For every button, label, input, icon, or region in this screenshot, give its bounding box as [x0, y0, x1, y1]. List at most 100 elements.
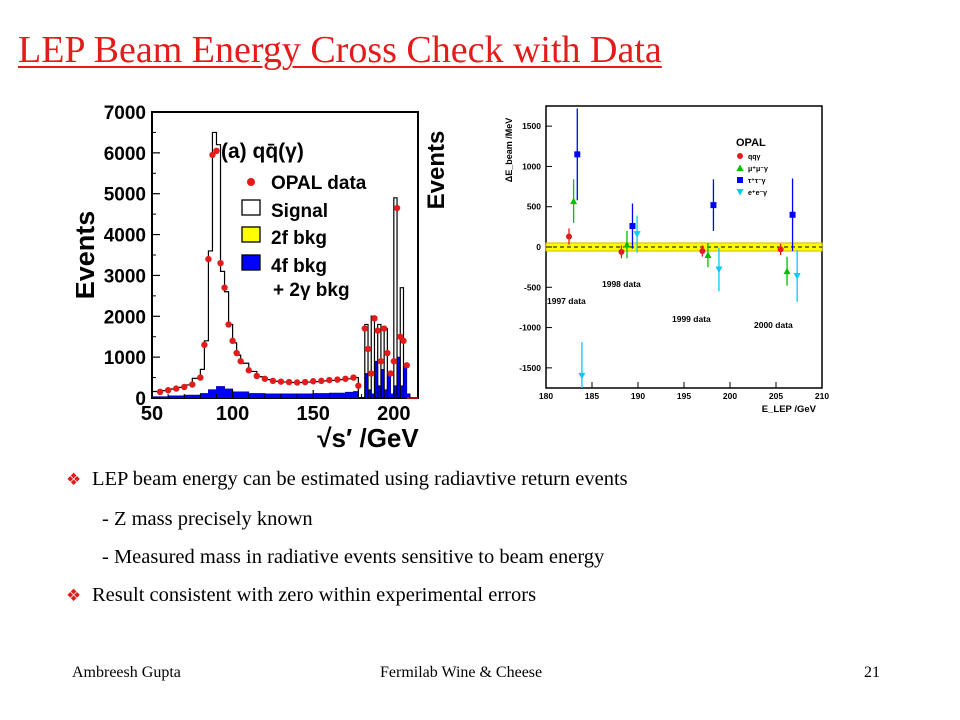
legend-marker — [737, 177, 743, 183]
legend-swatch — [241, 199, 261, 216]
data-point — [237, 358, 244, 365]
data-point — [793, 273, 801, 280]
data-point — [164, 387, 172, 394]
data-point — [181, 383, 188, 391]
data-point — [350, 374, 357, 381]
data-point — [209, 151, 216, 159]
bullet-text: - Measured mass in radiative events sens… — [102, 546, 605, 568]
data-point — [570, 197, 578, 205]
data-point — [355, 382, 362, 389]
y-tick-label: 4000 — [104, 226, 146, 247]
data-point — [380, 325, 388, 332]
diamond-bullet-icon: ❖ — [66, 586, 82, 606]
x-tick-label: 195 — [677, 391, 691, 401]
data-point — [777, 246, 784, 253]
y-tick-label: 6000 — [104, 144, 146, 165]
legend-label: + 2γ bkg — [273, 280, 350, 301]
data-point — [326, 376, 333, 384]
data-point — [371, 315, 378, 322]
y-tick-label: 5000 — [104, 185, 146, 206]
legend-marker — [247, 178, 255, 186]
legend-label: OPAL data — [271, 173, 367, 194]
data-point — [205, 255, 212, 263]
x-axis-title: E_LEP /GeV — [762, 404, 817, 414]
legend-marker — [736, 164, 744, 171]
data-point — [704, 251, 712, 259]
data-point — [390, 358, 398, 365]
period-annotation: 1997 data — [547, 296, 586, 306]
data-point — [342, 375, 349, 382]
diamond-bullet-icon: ❖ — [66, 470, 82, 490]
y-tick-label: 500 — [527, 202, 541, 212]
legend-title: OPAL — [736, 137, 766, 149]
data-point — [156, 388, 164, 396]
legend-label: 4f bkg — [271, 256, 327, 277]
data-point — [387, 370, 394, 377]
legend-label: qqγ — [748, 154, 761, 161]
data-point — [699, 248, 706, 255]
x-tick-label: 185 — [585, 391, 599, 401]
data-point — [403, 362, 410, 369]
legend-label: e⁺e⁻γ — [748, 190, 767, 197]
data-point — [783, 267, 791, 275]
y-axis-title: ΔE_beam /MeV — [504, 118, 514, 183]
data-point — [377, 358, 385, 365]
legend-swatch — [241, 226, 261, 243]
y-tick-label: -1000 — [519, 323, 541, 333]
footer-event: Fermilab Wine & Cheese — [380, 664, 543, 681]
footer-page-number: 21 — [864, 664, 880, 681]
data-point — [334, 376, 341, 383]
data-point — [578, 372, 586, 380]
period-annotation: 2000 data — [754, 320, 793, 330]
bullet-text: Result consistent with zero within exper… — [92, 584, 537, 606]
data-point — [277, 378, 285, 385]
y-tick-label: 7000 — [104, 103, 146, 124]
y-tick-label: 1500 — [522, 121, 541, 131]
data-point — [229, 337, 236, 344]
legend-label: τ⁺τ⁻γ — [748, 178, 766, 185]
data-point — [384, 349, 391, 357]
legend-marker — [736, 189, 744, 196]
panel-label: (a) qq̄(γ) — [221, 140, 304, 163]
data-point — [172, 385, 180, 392]
data-point — [629, 223, 636, 230]
x-tick-label: 180 — [539, 391, 553, 401]
footer-author: Ambreesh Gupta — [72, 664, 181, 681]
data-point — [368, 370, 375, 377]
beam-energy-scatter-chart: -1500 -1000 -500 0 500 1000 1500 180 185 190 195 20… — [504, 105, 829, 414]
legend-label: 2f bkg — [271, 228, 327, 249]
y-tick-label: -500 — [524, 282, 541, 292]
x-tick-label: 150 — [297, 403, 330, 425]
legend-label: μ⁺μ⁻γ — [748, 166, 768, 173]
slide-title: LEP Beam Energy Cross Check with Data — [18, 29, 662, 71]
x-axis-title: √s′ /GeV — [317, 423, 419, 452]
bullet-item: ❖ Result consistent with zero within expe… — [66, 584, 536, 607]
x-tick-label: 190 — [631, 391, 645, 401]
y-tick-label: 0 — [536, 242, 541, 252]
data-point — [269, 377, 277, 385]
data-point — [285, 378, 293, 386]
y-tick-label: 0 — [135, 389, 146, 410]
data-point — [245, 367, 252, 374]
data-point — [197, 374, 204, 381]
data-point — [261, 375, 269, 382]
data-point — [374, 327, 381, 334]
plot-frame — [151, 111, 419, 399]
data-point — [301, 378, 309, 386]
data-point — [310, 378, 317, 385]
data-point — [623, 241, 631, 248]
data-point — [364, 345, 372, 353]
data-point — [393, 204, 401, 212]
data-point — [789, 211, 796, 218]
data-point — [189, 381, 196, 388]
bullet-item: ❖ LEP beam energy can be estimated using … — [66, 468, 628, 491]
x-tick-label: 205 — [769, 391, 783, 401]
legend-marker — [737, 153, 743, 159]
y-tick-label: 2000 — [104, 307, 146, 328]
bullet-text: LEP beam energy can be estimated using r… — [92, 468, 628, 490]
data-point — [201, 341, 208, 349]
legend-swatch — [241, 254, 261, 271]
x-tick-label: 200 — [377, 403, 410, 425]
data-point — [221, 284, 228, 291]
events-histogram-chart: 0 1000 2000 3000 4000 5000 6000 7000 50 100 150 200… — [76, 103, 450, 452]
